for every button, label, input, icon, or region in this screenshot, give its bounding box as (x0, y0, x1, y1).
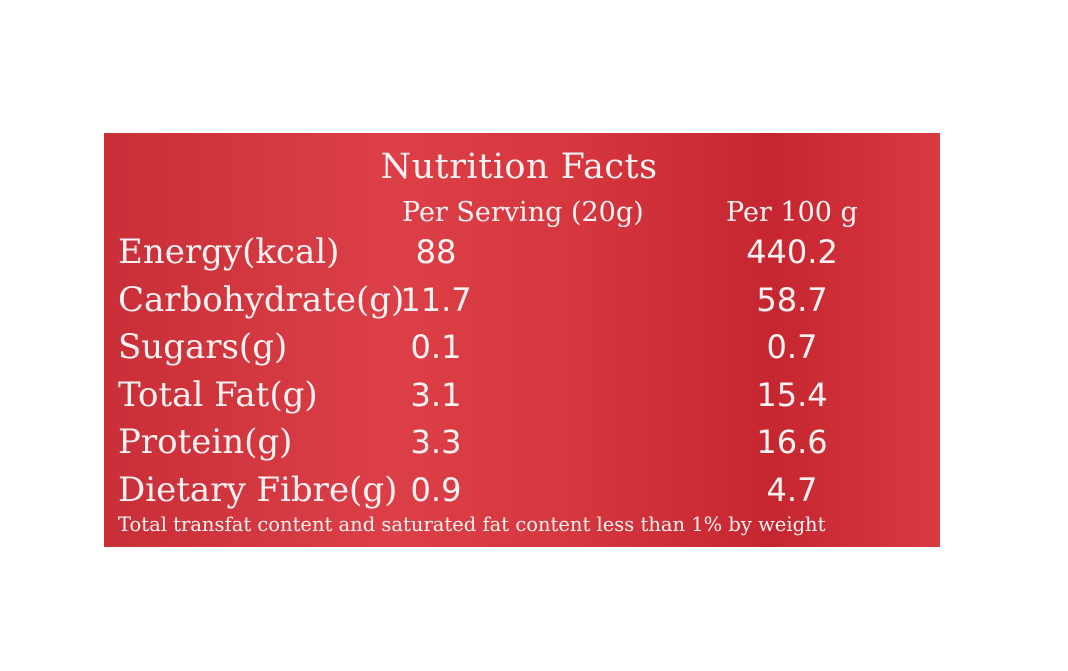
nutrition-facts-title: Nutrition Facts (104, 147, 924, 187)
per-serving-value: 11.7 (400, 280, 472, 319)
per-100g-value: 58.7 (756, 280, 828, 319)
nutrient-name: Total Fat(g) (118, 374, 318, 415)
nutrient-row-energy: Energy(kcal) 88 440.2 (118, 229, 928, 277)
per-serving-value: 0.9 (410, 470, 462, 509)
nutrient-name: Dietary Fibre(g) (118, 469, 398, 510)
nutrient-name: Energy(kcal) (118, 232, 340, 272)
per-100g-value: 440.2 (746, 233, 838, 271)
per-100g-column-header: Per 100 g (726, 197, 858, 228)
title-text: Nutrition Facts (380, 147, 658, 187)
per-100g-value: 0.7 (766, 328, 818, 366)
nutrient-row-carbohydrate: Carbohydrate(g) 11.7 58.7 (118, 277, 928, 325)
nutrient-row-dietary-fibre: Dietary Fibre(g) 0.9 4.7 (118, 467, 928, 515)
nutrient-row-protein: Protein(g) 3.3 16.6 (118, 419, 928, 467)
nutrition-facts-label: Nutrition Facts Per Serving (20g) Per 10… (104, 133, 940, 547)
per-serving-value: 3.3 (410, 423, 462, 461)
per-100g-value: 4.7 (766, 470, 818, 509)
per-serving-value: 3.1 (410, 375, 462, 414)
nutrient-table: Energy(kcal) 88 440.2 Carbohydrate(g) 11… (118, 229, 928, 514)
nutrient-name: Sugars(g) (118, 327, 288, 367)
nutrient-name: Carbohydrate(g) (118, 279, 405, 320)
per-100g-value: 16.6 (756, 423, 828, 461)
per-serving-value: 88 (415, 233, 457, 271)
nutrient-row-total-fat: Total Fat(g) 3.1 15.4 (118, 372, 928, 420)
per-100g-value: 15.4 (756, 375, 828, 414)
nutrient-name: Protein(g) (118, 422, 293, 462)
nutrient-row-sugars: Sugars(g) 0.1 0.7 (118, 324, 928, 372)
per-serving-value: 0.1 (410, 328, 462, 366)
per-serving-column-header: Per Serving (20g) (402, 197, 644, 228)
footnote: Total transfat content and saturated fat… (118, 513, 826, 536)
